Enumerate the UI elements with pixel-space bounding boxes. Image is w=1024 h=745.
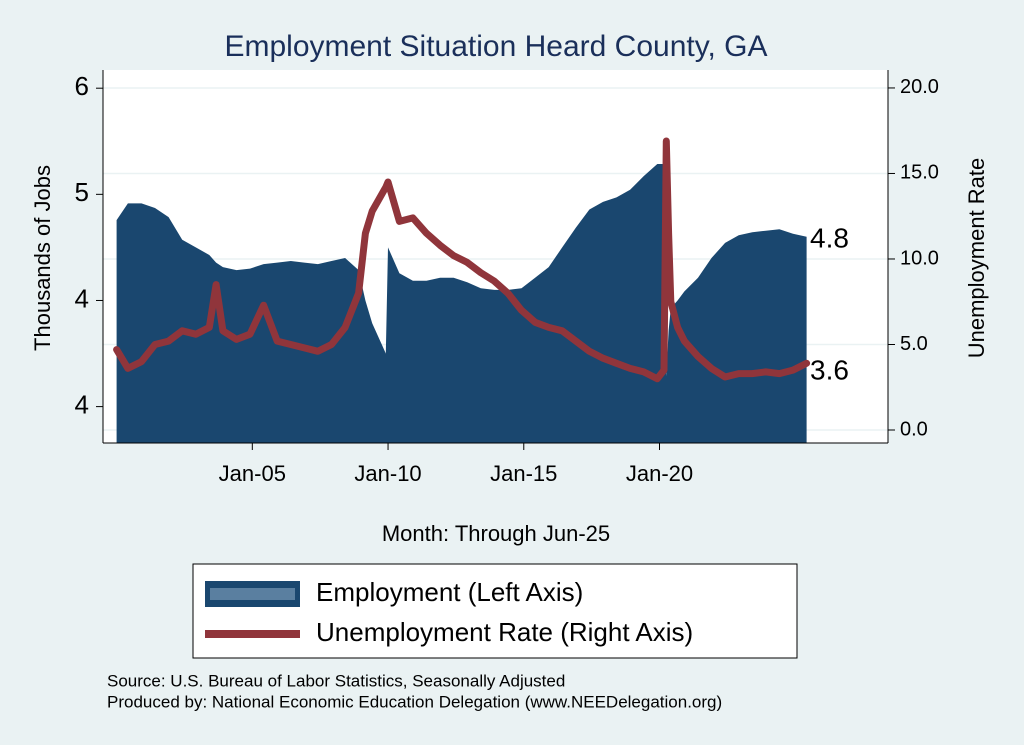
x-tick-label: Jan-20 [626, 461, 693, 486]
y2-tick-label: 0.0 [900, 418, 928, 440]
y2-tick-label: 5.0 [900, 333, 928, 355]
y2-tick-label: 15.0 [900, 162, 939, 184]
y-tick-label: 4 [75, 389, 89, 419]
y2-tick-label: 10.0 [900, 247, 939, 269]
credit-note: Produced by: National Economic Education… [107, 692, 722, 711]
annotation: 4.8 [810, 222, 849, 253]
legend-box [192, 563, 798, 659]
x-axis-title: Month: Through Jun-25 [382, 521, 610, 546]
legend-label: Unemployment Rate (Right Axis) [316, 617, 693, 647]
x-tick-label: Jan-15 [490, 461, 557, 486]
x-tick-label: Jan-10 [354, 461, 421, 486]
y-tick-label: 5 [75, 177, 89, 207]
legend-swatch-inner [210, 588, 295, 600]
y-axis-title: Thousands of Jobs [30, 165, 55, 351]
line [113, 137, 811, 383]
source-note: Source: U.S. Bureau of Labor Statistics,… [107, 671, 565, 690]
y2-tick-label: 20.0 [900, 76, 939, 98]
x-tick-label: Jan-05 [219, 461, 286, 486]
y-tick-label: 4 [75, 283, 89, 313]
chart-title: Employment Situation Heard County, GA [224, 30, 767, 63]
area [116, 164, 807, 443]
annotation: 3.6 [810, 354, 849, 385]
legend-label: Employment (Left Axis) [316, 577, 583, 607]
y-tick-label: 6 [75, 71, 89, 101]
y2-axis-title: Unemployment Rate [964, 158, 989, 359]
